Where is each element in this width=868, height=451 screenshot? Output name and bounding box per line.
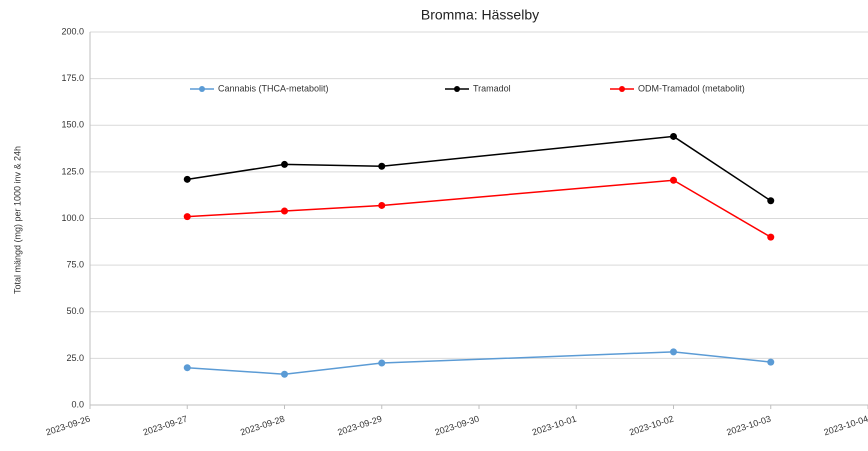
y-tick-label: 100.0: [61, 213, 84, 223]
x-tick-label: 2023-09-26: [44, 414, 91, 438]
data-point: [183, 364, 191, 372]
x-tick-label: 2023-09-27: [142, 414, 189, 438]
data-point: [670, 348, 677, 356]
legend-label: Tramadol: [473, 83, 511, 93]
y-tick-label: 200.0: [61, 26, 84, 36]
data-point: [281, 160, 288, 168]
data-point: [378, 359, 386, 367]
data-point: [281, 370, 288, 378]
legend-marker: [619, 86, 625, 92]
series-line: [187, 179, 772, 238]
data-point: [670, 132, 677, 140]
legend-marker: [199, 86, 205, 92]
legend-label: Cannabis (THCA-metabolit): [218, 83, 329, 93]
series-line: [187, 135, 772, 202]
data-point: [281, 207, 288, 215]
data-point: [183, 175, 191, 183]
x-tick-label: 2023-10-03: [725, 414, 772, 438]
y-tick-label: 25.0: [66, 353, 84, 363]
x-tick-label: 2023-09-29: [336, 414, 383, 438]
data-point: [767, 233, 775, 241]
x-tick-label: 2023-10-04: [822, 414, 868, 438]
data-point: [767, 358, 775, 366]
legend-label: ODM-Tramadol (metabolit): [638, 83, 745, 93]
y-tick-label: 125.0: [61, 166, 84, 176]
chart-title: Bromma: Hässelby: [421, 7, 539, 23]
data-point: [670, 176, 677, 184]
data-point: [378, 162, 386, 170]
y-axis-label: Total mängd (mg) per 1000 inv & 24h: [12, 146, 22, 294]
x-tick-label: 2023-09-28: [239, 414, 286, 438]
y-tick-label: 175.0: [61, 73, 84, 83]
y-tick-label: 0.0: [71, 399, 84, 409]
y-tick-label: 75.0: [66, 260, 84, 270]
data-point: [767, 197, 775, 205]
legend-marker: [454, 86, 460, 92]
y-tick-label: 150.0: [61, 120, 84, 130]
x-tick-label: 2023-10-01: [531, 414, 578, 438]
y-tick-label: 50.0: [66, 306, 84, 316]
x-tick-label: 2023-10-02: [628, 414, 675, 438]
x-tick-label: 2023-09-30: [433, 414, 480, 438]
data-point: [183, 213, 191, 221]
data-point: [378, 201, 386, 209]
series-line: [187, 351, 771, 375]
